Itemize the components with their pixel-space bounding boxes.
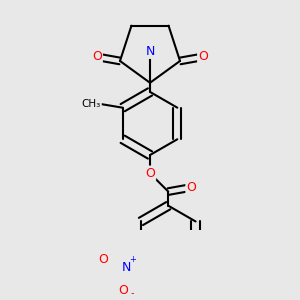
Text: O: O [99, 253, 109, 266]
Text: O: O [187, 181, 196, 194]
Text: O: O [145, 167, 155, 180]
Text: O: O [92, 50, 102, 63]
Text: N: N [145, 45, 155, 58]
Text: +: + [129, 255, 136, 264]
Text: CH₃: CH₃ [82, 98, 101, 109]
Text: -: - [130, 288, 134, 298]
Text: N: N [121, 261, 131, 274]
Text: O: O [198, 50, 208, 63]
Text: O: O [118, 284, 128, 297]
